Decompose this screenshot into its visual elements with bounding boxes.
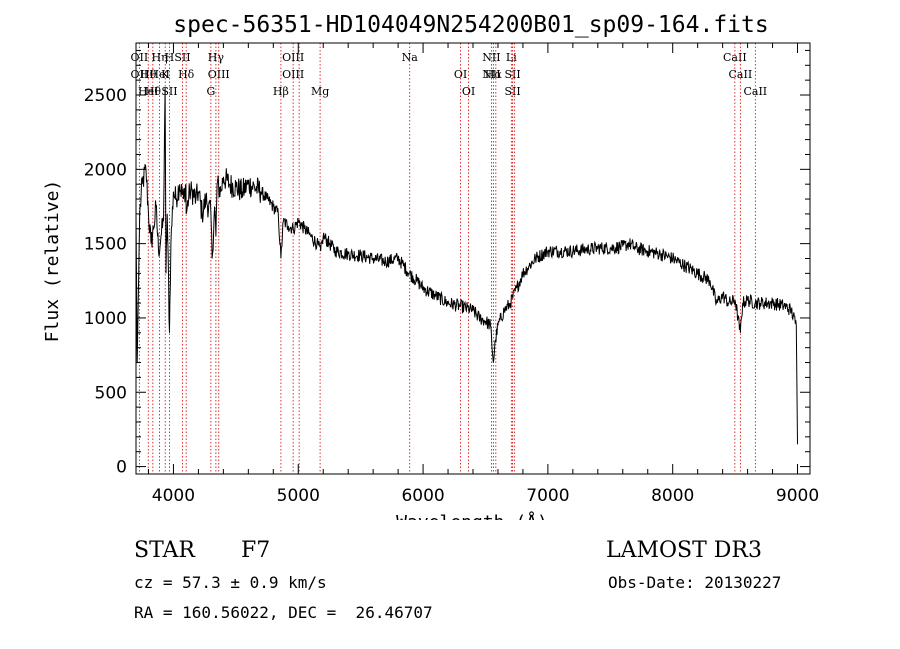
- line-label: OI: [462, 85, 475, 98]
- line-label: K: [161, 68, 170, 81]
- y-tick-label: 500: [95, 383, 127, 403]
- line-label: CaII: [729, 68, 753, 81]
- line-label: Na: [402, 51, 419, 64]
- chart-title: spec-56351-HD104049N254200B01_sp09-164.f…: [173, 12, 768, 38]
- line-label: Hα: [485, 68, 503, 81]
- line-label: Hβ: [273, 85, 289, 98]
- spectrum-line: [135, 87, 798, 445]
- obs-date: Obs-Date: 20130227: [608, 573, 782, 592]
- line-label: Hδ: [178, 68, 195, 81]
- spectrum-chart: spec-56351-HD104049N254200B01_sp09-164.f…: [42, 12, 819, 520]
- line-label: Hη: [151, 51, 167, 64]
- redshift-text: cz = 57.3 ± 0.9 km/s: [134, 573, 327, 592]
- line-label: H: [165, 51, 175, 64]
- x-axis-label: Wavelength (Å): [396, 511, 548, 520]
- line-label: Hθ: [145, 85, 162, 98]
- line-label: NII: [482, 51, 500, 64]
- line-label: OII: [131, 68, 149, 81]
- x-tick-label: 5000: [277, 486, 320, 506]
- coordinates: RA = 160.56022, DEC = 26.46707: [134, 603, 433, 622]
- spectrum-series: [135, 87, 798, 445]
- line-label: SII: [161, 85, 177, 98]
- subclass: F7: [241, 538, 271, 563]
- line-label: CaII: [743, 85, 767, 98]
- x-tick-label: 7000: [526, 486, 569, 506]
- y-tick-label: 0: [116, 458, 127, 478]
- x-tick-label: 9000: [776, 486, 819, 506]
- line-label: OIII: [282, 51, 304, 64]
- y-tick-label: 1500: [84, 235, 127, 255]
- x-tick-label: 8000: [651, 486, 694, 506]
- plot-frame: [135, 42, 811, 475]
- line-label: G: [206, 85, 215, 98]
- line-label: OIII: [282, 68, 304, 81]
- line-label: HeI: [149, 68, 169, 81]
- x-tick-label: 6000: [401, 486, 444, 506]
- x-tick-label: 4000: [152, 486, 195, 506]
- y-axis: 0 500 1000 1500 2000 2500: [84, 49, 810, 478]
- y-axis-label: Flux (relative): [42, 180, 63, 343]
- y-tick-label: 2000: [84, 160, 127, 180]
- line-label: Li: [506, 51, 517, 64]
- line-label: Hγ: [208, 51, 225, 64]
- line-label: Mg: [311, 85, 329, 98]
- line-label: SII: [504, 85, 520, 98]
- survey-name: LAMOST DR3: [606, 538, 762, 563]
- line-label: OII: [131, 51, 149, 64]
- line-label: SII: [174, 51, 190, 64]
- object-type: STAR: [134, 538, 195, 563]
- line-label: CaII: [723, 51, 747, 64]
- y-tick-label: 2500: [84, 86, 127, 106]
- line-label: OIII: [208, 68, 230, 81]
- x-axis: 4000 5000 6000 7000 8000 9000: [147, 43, 819, 506]
- line-label: SII: [504, 68, 520, 81]
- line-label: OI: [454, 68, 467, 81]
- y-tick-label: 1000: [84, 309, 127, 329]
